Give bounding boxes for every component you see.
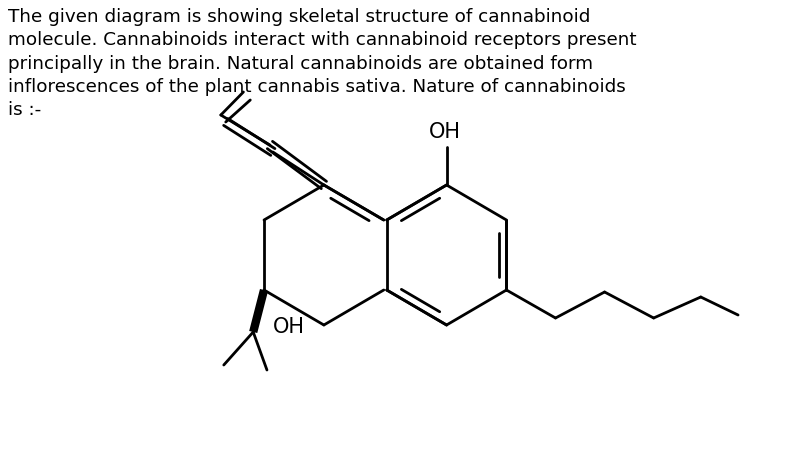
Text: OH: OH (429, 122, 461, 142)
Text: The given diagram is showing skeletal structure of cannabinoid
molecule. Cannabi: The given diagram is showing skeletal st… (8, 8, 637, 119)
Text: OH: OH (273, 317, 305, 337)
